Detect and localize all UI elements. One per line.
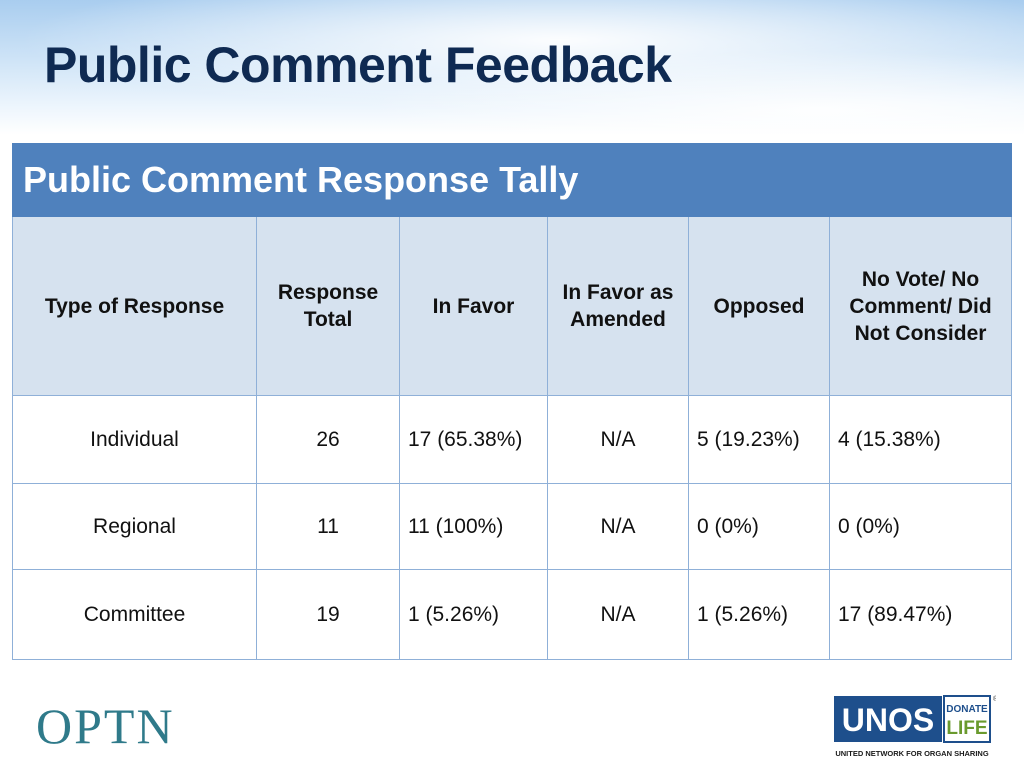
page-title: Public Comment Feedback	[44, 37, 672, 93]
table-cell: 17 (65.38%)	[399, 395, 548, 484]
table-cell: 11 (100%)	[399, 483, 548, 570]
registered-mark: ®	[993, 695, 996, 703]
column-header: Response Total	[256, 216, 400, 396]
unos-donate-life-logo: UNOS DONATE LIFE ® UNITED NETWORK FOR OR…	[834, 695, 996, 758]
table-cell: 0 (0%)	[828, 483, 1013, 570]
column-header: Type of Response	[12, 216, 257, 396]
unos-tagline: UNITED NETWORK FOR ORGAN SHARING	[835, 749, 988, 758]
table-caption: Public Comment Response Tally	[11, 143, 1013, 217]
table-cell: 1 (5.26%)	[688, 569, 830, 660]
table-cell: Individual	[12, 395, 257, 484]
column-header: No Vote/ No Comment/ Did Not Consider	[828, 216, 1013, 396]
unos-logo-text: UNOS	[842, 702, 934, 738]
title-banner	[0, 0, 1024, 135]
table-cell: Committee	[12, 569, 257, 660]
life-text: LIFE	[946, 718, 987, 739]
donate-life-box	[943, 695, 991, 743]
optn-logo: OPTN	[36, 698, 175, 754]
table-cell: 4 (15.38%)	[828, 395, 1013, 484]
table-cell: N/A	[547, 483, 689, 570]
table-row: Individual 26 17 (65.38%) N/A 5 (19.23%)…	[12, 395, 1013, 484]
column-header: Opposed	[688, 216, 830, 396]
table-cell: 5 (19.23%)	[688, 395, 830, 484]
column-header: In Favor	[399, 216, 548, 396]
table-cell: Regional	[12, 483, 257, 570]
table-row: Committee 19 1 (5.26%) N/A 1 (5.26%) 17 …	[12, 569, 1013, 660]
column-header: In Favor as Amended	[547, 216, 689, 396]
table-cell: N/A	[547, 395, 689, 484]
table-cell: 0 (0%)	[688, 483, 830, 570]
response-tally-table: Public Comment Response Tally Type of Re…	[11, 143, 1013, 660]
table-cell: N/A	[547, 569, 689, 660]
table-cell: 11	[256, 483, 400, 570]
table-header-row: Type of Response Response Total In Favor…	[12, 216, 1013, 396]
unos-logo-box	[834, 696, 942, 742]
table-row: Regional 11 11 (100%) N/A 0 (0%) 0 (0%)	[12, 483, 1013, 570]
table-caption-row: Public Comment Response Tally	[11, 143, 1013, 217]
table-cell: 17 (89.47%)	[828, 569, 1013, 660]
table-cell: 26	[256, 395, 400, 484]
donate-text: DONATE	[946, 704, 988, 715]
table-cell: 19	[256, 569, 400, 660]
table-cell: 1 (5.26%)	[399, 569, 548, 660]
